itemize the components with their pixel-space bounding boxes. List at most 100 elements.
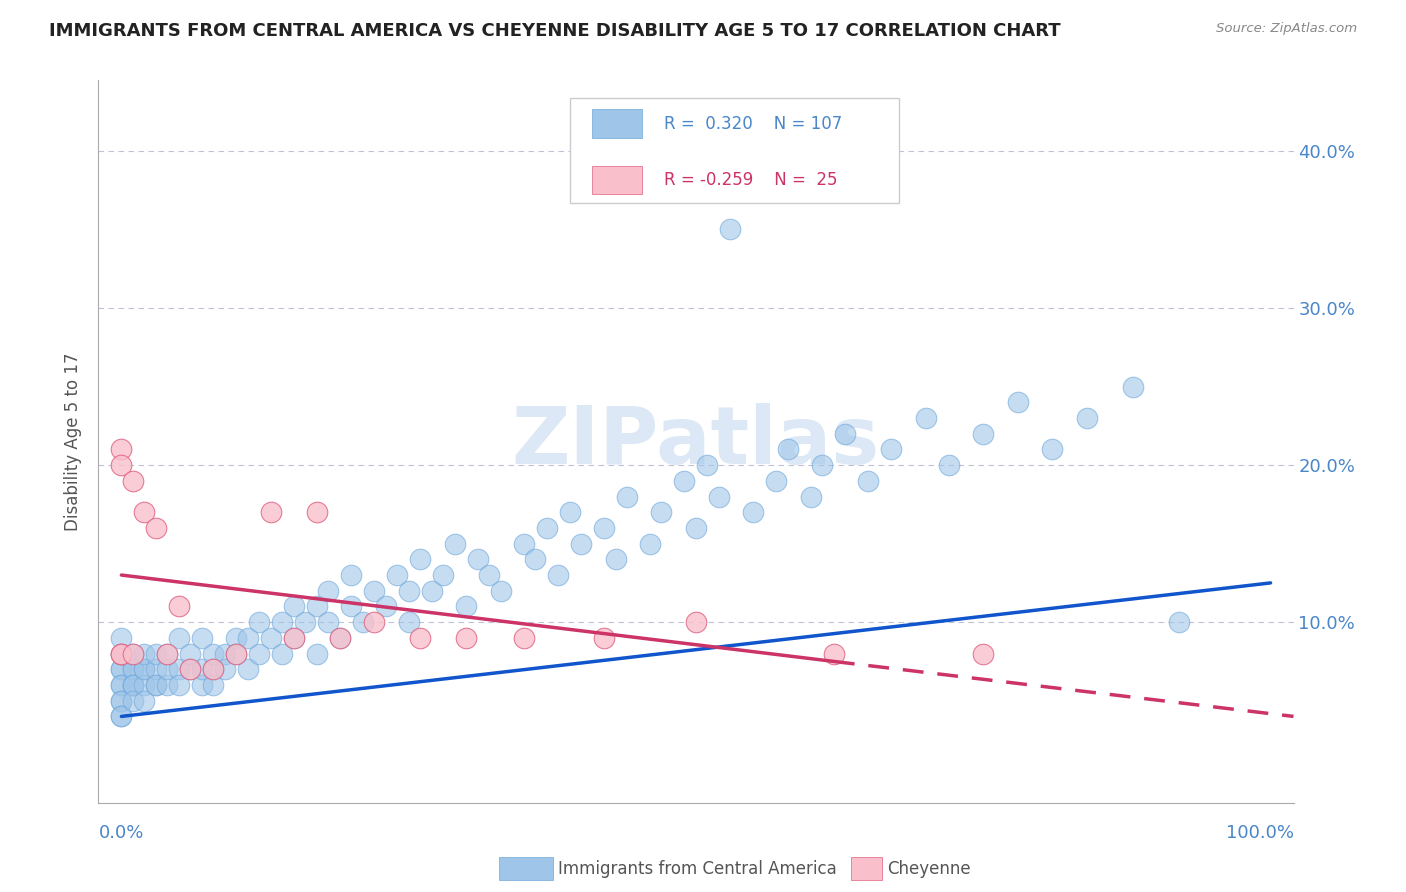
Point [283,599,305,614]
Point [443,536,465,550]
Point [110,709,132,723]
Point [122,662,145,676]
Point [191,678,214,692]
Point [156,647,179,661]
Point [145,521,167,535]
Point [110,662,132,676]
Point [489,583,512,598]
Point [742,505,765,519]
Point [340,568,363,582]
Point [305,505,328,519]
Text: Cheyenne: Cheyenne [887,860,970,878]
Point [122,678,145,692]
Point [167,678,190,692]
Point [122,647,145,661]
Point [167,662,190,676]
Point [409,552,432,566]
Point [972,647,994,661]
Text: IMMIGRANTS FROM CENTRAL AMERICA VS CHEYENNE DISABILITY AGE 5 TO 17 CORRELATION C: IMMIGRANTS FROM CENTRAL AMERICA VS CHEYE… [49,22,1062,40]
Point [283,631,305,645]
Point [456,599,478,614]
Point [179,662,201,676]
Point [420,583,443,598]
Point [456,631,478,645]
Point [179,647,201,661]
Text: 0.0%: 0.0% [98,824,143,842]
Point [409,631,432,645]
Text: Source: ZipAtlas.com: Source: ZipAtlas.com [1216,22,1357,36]
Point [776,442,799,457]
Point [110,647,132,661]
Point [225,647,247,661]
Point [638,536,661,550]
Point [191,631,214,645]
Point [1167,615,1189,630]
Point [547,568,569,582]
Point [569,536,592,550]
Point [673,474,696,488]
Point [110,647,132,661]
Point [110,694,132,708]
Text: R = -0.259    N =  25: R = -0.259 N = 25 [664,171,837,189]
Point [110,647,132,661]
Point [225,631,247,645]
Point [340,599,363,614]
Point [145,662,167,676]
Point [122,662,145,676]
Point [432,568,454,582]
Point [122,678,145,692]
Point [156,662,179,676]
Point [834,426,856,441]
Point [202,662,225,676]
Point [247,647,270,661]
Text: 100.0%: 100.0% [1226,824,1294,842]
Point [800,490,823,504]
Point [260,505,283,519]
Point [110,709,132,723]
Point [179,662,201,676]
Point [236,662,259,676]
Point [823,647,845,661]
Point [214,647,236,661]
Point [202,662,225,676]
Point [329,631,352,645]
Point [616,490,638,504]
Point [145,678,167,692]
Point [650,505,672,519]
Point [156,678,179,692]
Point [398,583,420,598]
Point [145,678,167,692]
Point [202,678,225,692]
Text: Immigrants from Central America: Immigrants from Central America [558,860,837,878]
Text: R =  0.320    N = 107: R = 0.320 N = 107 [664,115,842,133]
Point [536,521,558,535]
Point [558,505,581,519]
Point [283,631,305,645]
Point [134,505,156,519]
Point [512,536,534,550]
Point [167,599,190,614]
Point [363,583,385,598]
Point [202,647,225,661]
Point [938,458,960,472]
Point [1076,411,1098,425]
Point [110,631,132,645]
Point [156,647,179,661]
Point [225,647,247,661]
Point [880,442,903,457]
Point [260,631,283,645]
Point [385,568,409,582]
Point [512,631,534,645]
Point [524,552,547,566]
Point [134,662,156,676]
Point [110,678,132,692]
Point [214,662,236,676]
Point [972,426,994,441]
Point [914,411,936,425]
Point [122,474,145,488]
Point [478,568,501,582]
Point [122,678,145,692]
Point [305,647,328,661]
Point [294,615,316,630]
Point [593,521,616,535]
